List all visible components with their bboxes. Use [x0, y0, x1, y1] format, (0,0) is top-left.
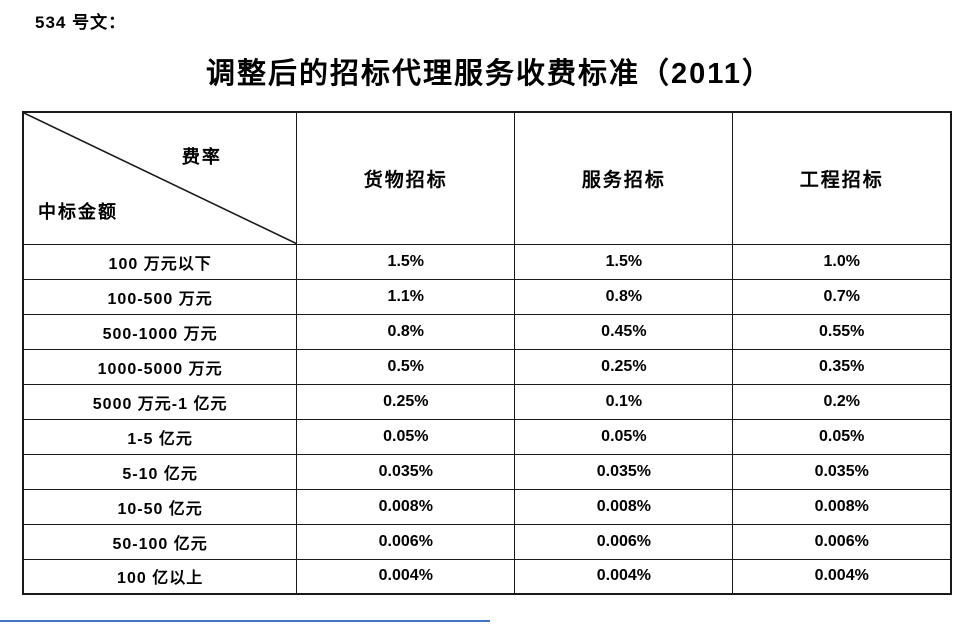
- corner-label-rate: 费率: [181, 147, 222, 167]
- engineering-rate-cell: 0.7%: [732, 278, 952, 315]
- amount-cell: 100 亿以上: [22, 558, 298, 595]
- column-header-engineering: 工程招标: [732, 111, 952, 245]
- services-rate-cell: 0.45%: [514, 313, 734, 350]
- column-header-services: 服务招标: [514, 111, 734, 245]
- services-rate-cell: 0.25%: [514, 348, 734, 385]
- amount-cell: 500-1000 万元: [22, 313, 298, 350]
- engineering-rate-cell: 0.006%: [732, 523, 952, 560]
- goods-rate-cell: 0.5%: [296, 348, 516, 385]
- engineering-rate-cell: 1.0%: [732, 243, 952, 280]
- table-row: 10-50 亿元 0.008% 0.008% 0.008%: [22, 488, 952, 525]
- table-header-row: 费率 中标金额 货物招标 服务招标 工程招标: [22, 111, 952, 245]
- services-rate-cell: 0.05%: [514, 418, 734, 455]
- engineering-rate-cell: 0.2%: [732, 383, 952, 420]
- goods-rate-cell: 0.004%: [296, 558, 516, 595]
- goods-rate-cell: 0.008%: [296, 488, 516, 525]
- engineering-rate-cell: 0.035%: [732, 453, 952, 490]
- doc-number-label: 534 号文：: [35, 13, 127, 32]
- table-row: 500-1000 万元 0.8% 0.45% 0.55%: [22, 313, 952, 350]
- table-row: 100-500 万元 1.1% 0.8% 0.7%: [22, 278, 952, 315]
- goods-rate-cell: 1.5%: [296, 243, 516, 280]
- page-title: 调整后的招标代理服务收费标准（2011）: [206, 58, 773, 90]
- goods-rate-cell: 0.035%: [296, 453, 516, 490]
- fee-table-body: 100 万元以下 1.5% 1.5% 1.0% 100-500 万元 1.1% …: [22, 243, 952, 595]
- engineering-rate-cell: 0.008%: [732, 488, 952, 525]
- diagonal-divider-line: [24, 113, 296, 244]
- services-rate-cell: 0.035%: [514, 453, 734, 490]
- services-rate-cell: 1.5%: [514, 243, 734, 280]
- amount-cell: 5-10 亿元: [22, 453, 298, 490]
- fee-rate-table: 费率 中标金额 货物招标 服务招标 工程招标 100 万元以下 1.5% 1.5…: [22, 111, 952, 595]
- goods-rate-cell: 0.8%: [296, 313, 516, 350]
- table-row: 5-10 亿元 0.035% 0.035% 0.035%: [22, 453, 952, 490]
- column-header-goods: 货物招标: [296, 111, 516, 245]
- engineering-rate-cell: 0.05%: [732, 418, 952, 455]
- table-row: 1000-5000 万元 0.5% 0.25% 0.35%: [22, 348, 952, 385]
- corner-label-amount: 中标金额: [38, 201, 118, 222]
- goods-rate-cell: 0.006%: [296, 523, 516, 560]
- goods-rate-cell: 0.05%: [296, 418, 516, 455]
- engineering-rate-cell: 0.004%: [732, 558, 952, 595]
- amount-cell: 1-5 亿元: [22, 418, 298, 455]
- table-row: 100 亿以上 0.004% 0.004% 0.004%: [22, 558, 952, 595]
- table-corner-cell: 费率 中标金额: [22, 111, 298, 245]
- amount-cell: 5000 万元-1 亿元: [22, 383, 298, 420]
- engineering-rate-cell: 0.55%: [732, 313, 952, 350]
- amount-cell: 50-100 亿元: [22, 523, 298, 560]
- amount-cell: 1000-5000 万元: [22, 348, 298, 385]
- table-row: 100 万元以下 1.5% 1.5% 1.0%: [22, 243, 952, 280]
- engineering-rate-cell: 0.35%: [732, 348, 952, 385]
- services-rate-cell: 0.8%: [514, 278, 734, 315]
- amount-cell: 10-50 亿元: [22, 488, 298, 525]
- table-row: 1-5 亿元 0.05% 0.05% 0.05%: [22, 418, 952, 455]
- services-rate-cell: 0.008%: [514, 488, 734, 525]
- amount-cell: 100 万元以下: [22, 243, 298, 280]
- goods-rate-cell: 1.1%: [296, 278, 516, 315]
- goods-rate-cell: 0.25%: [296, 383, 516, 420]
- table-row: 5000 万元-1 亿元 0.25% 0.1% 0.2%: [22, 383, 952, 420]
- bottom-accent-line: [0, 620, 490, 622]
- table-row: 50-100 亿元 0.006% 0.006% 0.006%: [22, 523, 952, 560]
- services-rate-cell: 0.004%: [514, 558, 734, 595]
- services-rate-cell: 0.1%: [514, 383, 734, 420]
- services-rate-cell: 0.006%: [514, 523, 734, 560]
- amount-cell: 100-500 万元: [22, 278, 298, 315]
